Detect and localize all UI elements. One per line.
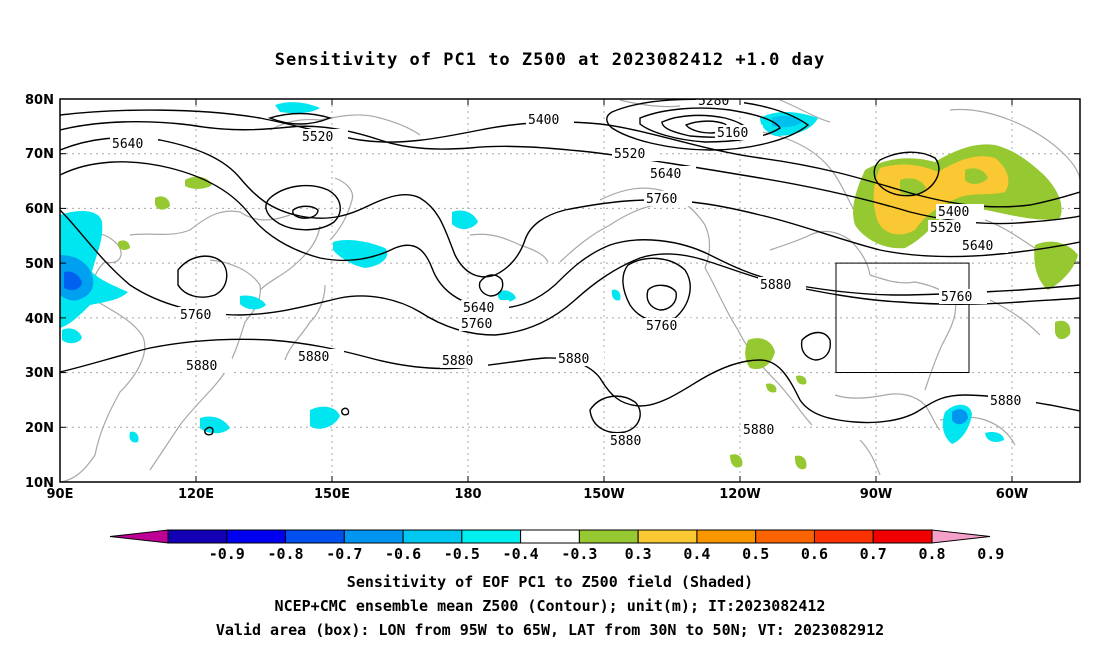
- colorbar-swatch: [402, 529, 463, 544]
- caption-line-3: Valid area (box): LON from 95W to 65W, L…: [215, 621, 885, 639]
- lon-tick-label: 90W: [860, 487, 892, 502]
- lon-tick-label: 90E: [47, 487, 74, 502]
- colorbar-label: 0.5: [742, 545, 769, 563]
- contour-label: 5520: [614, 147, 645, 162]
- contour-label: 5520: [302, 130, 333, 145]
- colorbar-label: 0.8: [918, 545, 945, 563]
- colorbar-label: 0.6: [801, 545, 828, 563]
- contour-label: 5400: [528, 113, 559, 128]
- colorbar-label: -0.3: [561, 545, 597, 563]
- colorbar-label: -0.4: [503, 545, 539, 563]
- contour-label: 5760: [180, 308, 211, 323]
- lon-tick-label: 60W: [996, 487, 1028, 502]
- colorbar-swatch: [578, 529, 639, 544]
- contour-label: 5880: [610, 434, 641, 449]
- lon-tick-label: 120W: [719, 487, 760, 502]
- colorbar-swatch: [461, 529, 522, 544]
- contour-label: 5880: [743, 423, 774, 438]
- longitude-axis: 90E 120E 150E 180 150W 120W 90W 60W: [47, 99, 1028, 502]
- caption-line-1: Sensitivity of EOF PC1 to Z500 field (Sh…: [346, 573, 754, 591]
- colorbar-swatch: [755, 529, 815, 544]
- lon-tick-label: 150W: [583, 487, 624, 502]
- contour-label: 5640: [112, 137, 143, 152]
- lat-tick-label: 50N: [25, 257, 54, 272]
- colorbar-labels: -0.9 -0.8 -0.7 -0.6 -0.5 -0.4 -0.3 0.3 0.4 0.5 0.6…: [209, 545, 1005, 563]
- map-frame: [59, 98, 1081, 483]
- lat-tick-label: 40N: [25, 312, 54, 327]
- lat-tick-label: 20N: [25, 421, 54, 436]
- colorbar-label: -0.6: [385, 545, 421, 563]
- contour-label: 5880: [558, 352, 589, 367]
- colorbar-swatch: [696, 529, 757, 544]
- colorbar-swatch: [343, 529, 404, 544]
- colorbar-label: 0.7: [860, 545, 887, 563]
- contour-label: 5640: [463, 301, 494, 316]
- colorbar-swatch: [931, 529, 991, 544]
- contour-label: 5760: [646, 192, 677, 207]
- contour-label: 5880: [186, 359, 217, 374]
- map-title: Sensitivity of PC1 to Z500 at 2023082412…: [274, 50, 826, 70]
- lon-tick-label: 180: [454, 487, 481, 502]
- valid-area-box: [835, 262, 970, 374]
- lon-tick-label: 120E: [178, 487, 214, 502]
- lat-tick-label: 10N: [25, 476, 54, 491]
- colorbar-swatch: [872, 529, 933, 544]
- colorbar-label: -0.9: [209, 545, 245, 563]
- colorbar-label: -0.5: [444, 545, 480, 563]
- colorbar-swatch: [226, 529, 287, 544]
- colorbar-label: -0.7: [326, 545, 362, 563]
- contour-label: 5880: [442, 354, 473, 369]
- contour-label: 5760: [941, 290, 972, 305]
- contour-label: 5880: [760, 278, 791, 293]
- colorbar-label: 0.4: [683, 545, 710, 563]
- coastlines: [60, 99, 1080, 482]
- contour-label: 5760: [461, 317, 492, 332]
- contour-label: 5760: [646, 319, 677, 334]
- colorbar-swatch: [285, 529, 345, 544]
- z500-contours: [60, 99, 1080, 436]
- colorbar-swatch: [637, 529, 698, 544]
- colorbar-swatch: [109, 529, 169, 544]
- colorbar-label: 0.9: [977, 545, 1004, 563]
- lon-tick-label: 150E: [314, 487, 350, 502]
- colorbar: [109, 529, 991, 544]
- caption-line-2: NCEP+CMC ensemble mean Z500 (Contour); u…: [274, 597, 826, 615]
- lat-tick-label: 30N: [25, 366, 54, 381]
- contour-label: 5880: [990, 394, 1021, 409]
- contour-label: 5640: [650, 167, 681, 182]
- colorbar-swatch: [813, 529, 874, 544]
- lat-tick-label: 80N: [25, 93, 54, 108]
- colorbar-swatch: [167, 529, 228, 544]
- colorbar-swatch: [520, 529, 580, 544]
- shading-negative: [60, 102, 1004, 444]
- colorbar-label: -0.8: [267, 545, 303, 563]
- contour-label: 5280: [698, 94, 729, 109]
- lat-tick-label: 70N: [25, 147, 54, 162]
- contour-label: 5640: [962, 239, 993, 254]
- contour-label: 5520: [930, 221, 961, 236]
- latitude-axis: 80N 70N 60N 50N 40N 30N 20N 10N: [25, 93, 1080, 491]
- colorbar-label: 0.3: [625, 545, 652, 563]
- contour-label: 5400: [938, 205, 969, 220]
- contour-label-group: 5640 5520 5400 5280 5160 5520 5640 5760 …: [110, 94, 1036, 449]
- contour-label: 5160: [717, 126, 748, 141]
- contour-label: 5880: [298, 350, 329, 365]
- lat-tick-label: 60N: [25, 202, 54, 217]
